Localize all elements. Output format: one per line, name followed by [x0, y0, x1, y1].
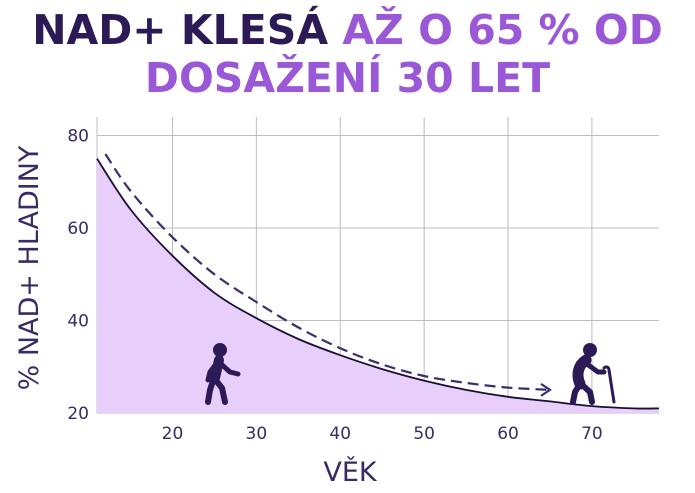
- title-line1-light: AŽ O 65 % OD: [342, 6, 663, 54]
- y-tick-40: 40: [67, 312, 89, 332]
- trend-arrow-head: [540, 382, 552, 397]
- x-tick-60: 60: [497, 424, 519, 444]
- x-tick-70: 70: [581, 424, 603, 444]
- y-tick-20: 20: [67, 404, 89, 424]
- elderly-person-with-cane-icon: [570, 343, 616, 405]
- x-axis-ticks: 20 30 40 50 60 70: [162, 424, 603, 444]
- title-line2-light: DOSAŽENÍ 30 LET: [144, 54, 551, 102]
- title-line1-dark: NAD+ KLESÁ: [32, 6, 329, 54]
- y-axis-label: % NAD+ HLADINY: [14, 145, 45, 390]
- x-axis-label: VĚK: [323, 456, 378, 488]
- y-tick-80: 80: [67, 127, 89, 147]
- nad-curve-line: [96, 158, 660, 410]
- chart-title: NAD+ KLESÁ AŽ O 65 % OD DOSAŽENÍ 30 LET: [0, 6, 695, 102]
- trend-arrow-dashed: [104, 153, 551, 391]
- y-axis-ticks: 20 40 60 80: [67, 127, 89, 425]
- y-tick-60: 60: [67, 219, 89, 239]
- x-tick-30: 30: [246, 424, 268, 444]
- x-tick-40: 40: [329, 424, 351, 444]
- walking-person-icon: [205, 343, 241, 405]
- x-tick-20: 20: [162, 424, 184, 444]
- x-tick-50: 50: [413, 424, 435, 444]
- nad-area-fill: [97, 158, 659, 413]
